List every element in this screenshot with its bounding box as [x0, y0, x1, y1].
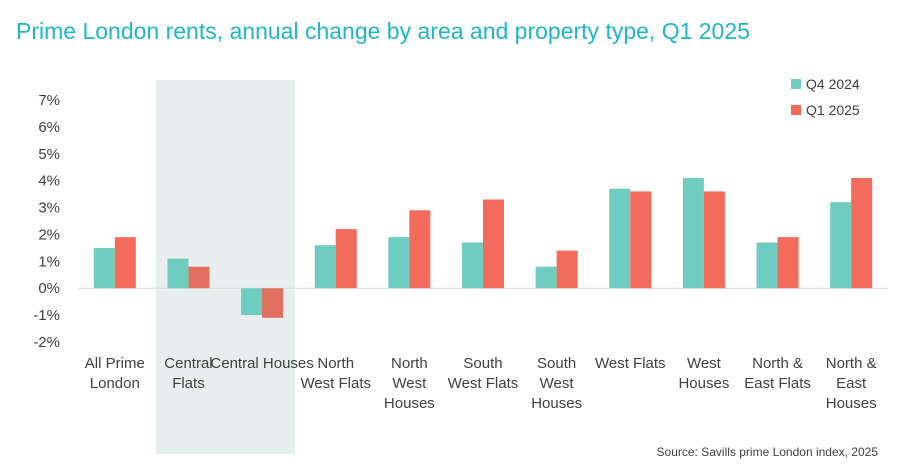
bar-q1-2025	[851, 177, 873, 289]
bar-q1-2025	[777, 237, 799, 289]
bar-q1-2025	[630, 191, 652, 289]
y-tick-label: -2%	[33, 334, 60, 351]
y-tick-label: 4%	[38, 173, 60, 190]
bar-q1-2025	[262, 288, 284, 318]
bar-q1-2025	[556, 250, 578, 289]
x-category-label: Central Houses	[210, 355, 313, 372]
y-tick-label: 3%	[38, 200, 60, 217]
bar-q4-2024	[682, 177, 704, 289]
legend-label: Q4 2024	[806, 76, 860, 92]
x-category-label: North & East Houses	[826, 355, 877, 412]
y-tick-label: 2%	[38, 226, 60, 243]
x-category-label: West Houses	[678, 355, 729, 392]
bar-q1-2025	[409, 210, 431, 289]
source-note: Source: Savills prime London index, 2025	[656, 445, 878, 459]
y-tick-label: 0%	[38, 280, 60, 297]
y-tick-label: 5%	[38, 146, 60, 163]
bar-q4-2024	[241, 288, 263, 316]
y-tick-label: 7%	[38, 92, 60, 109]
bar-q1-2025	[114, 237, 136, 289]
bar-q1-2025	[483, 199, 504, 289]
bar-q4-2024	[756, 242, 778, 289]
legend-swatch	[791, 79, 801, 89]
bar-q1-2025	[703, 191, 725, 289]
bar-q4-2024	[609, 188, 631, 289]
bar-q1-2025	[188, 266, 210, 289]
x-category-label: All Prime London	[85, 355, 145, 392]
bar-q4-2024	[535, 266, 557, 289]
x-category-label: South West Houses	[531, 355, 582, 412]
legend-swatch	[791, 105, 801, 115]
legend-label: Q1 2025	[806, 102, 860, 118]
bar-q4-2024	[167, 258, 189, 289]
x-category-label: North West Houses	[384, 355, 435, 412]
x-category-label: Central Flats	[164, 355, 212, 392]
y-tick-label: 1%	[38, 253, 60, 270]
x-category-label: North West Flats	[300, 355, 371, 392]
y-tick-label: -1%	[33, 307, 60, 324]
bar-q4-2024	[388, 237, 410, 289]
bar-q4-2024	[314, 245, 336, 289]
bar-q4-2024	[830, 202, 852, 289]
x-category-label: North & East Flats	[744, 355, 811, 392]
bar-q4-2024	[462, 242, 483, 289]
y-tick-label: 6%	[38, 119, 60, 136]
x-category-label: South West Flats	[448, 355, 519, 392]
bar-q1-2025	[335, 229, 357, 289]
bar-q4-2024	[93, 247, 115, 289]
x-category-label: West Flats	[595, 355, 666, 372]
chart-title: Prime London rents, annual change by are…	[16, 18, 750, 44]
